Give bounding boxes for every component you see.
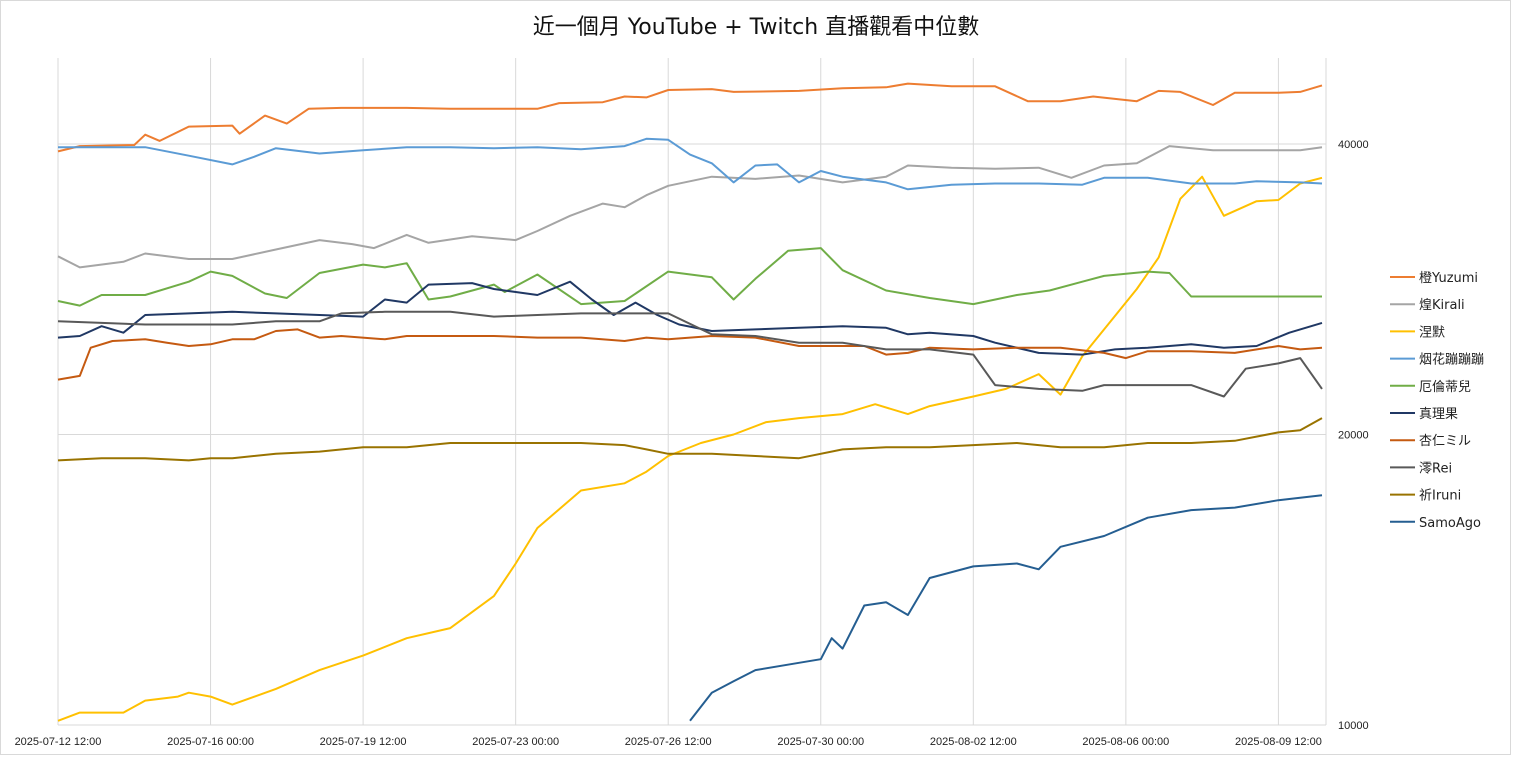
y-axis-ticks: 10000 20000 40000 [1338,139,1369,732]
legend-label: 烟花蹦蹦蹦 [1419,352,1484,368]
legend-label: 真理果 [1419,407,1458,422]
legend-label: 涅默 [1419,324,1445,340]
x-axis-ticks: 2025-07-12 12:00 2025-07-16 00:00 2025-07-… [15,736,1322,748]
x-tick-label: 2025-08-06 00:00 [1082,736,1169,748]
series-line-1 [57,145,1323,269]
x-tick-label: 2025-07-23 00:00 [472,736,559,748]
series-line-3 [58,137,1323,191]
series-line-6 [57,328,1323,381]
chart-title: 近一個月 YouTube + Twitch 直播觀看中位數 [533,15,979,40]
legend-label: 橙Yuzumi [1419,271,1478,286]
x-tick-label: 2025-07-16 00:00 [167,736,254,748]
series-line-0 [57,82,1323,153]
gridlines [57,58,1327,726]
legend-label: 厄倫蒂兒 [1419,380,1471,395]
series-line-7 [57,310,1323,398]
series-line-9 [689,494,1323,722]
y-tick-label: 10000 [1338,720,1369,732]
series-lines [57,82,1323,722]
x-tick-label: 2025-07-12 12:00 [15,736,102,748]
legend-label: 祈Iruni [1419,489,1461,504]
legend-label: 澪Rei [1419,461,1452,476]
series-line-4 [57,247,1322,307]
y-tick-label: 40000 [1338,139,1369,151]
x-tick-label: 2025-07-26 12:00 [625,736,712,748]
y-tick-label: 20000 [1338,430,1369,442]
legend-label: 煌Kirali [1419,298,1465,313]
series-line-8 [57,417,1323,462]
x-tick-label: 2025-08-09 12:00 [1235,736,1322,748]
series-line-5 [57,280,1323,356]
x-tick-label: 2025-07-30 00:00 [777,736,864,748]
series-line-2 [57,175,1323,722]
x-tick-label: 2025-07-19 12:00 [320,736,407,748]
legend-label: 杏仁ミル [1419,434,1471,449]
x-tick-label: 2025-08-02 12:00 [930,736,1017,748]
legend-label: SamoAgo [1419,516,1481,531]
